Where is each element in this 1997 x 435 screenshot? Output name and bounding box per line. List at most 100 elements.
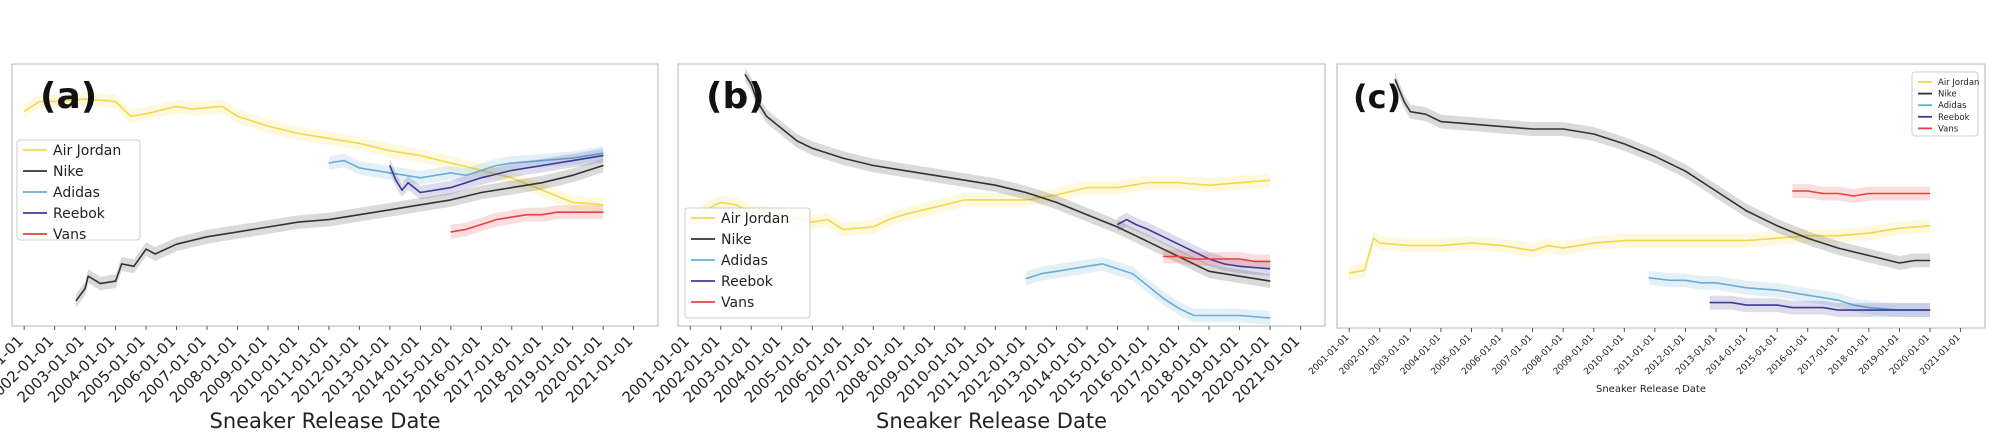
data-point [1126,219,1128,221]
data-point [1623,143,1625,145]
data-point [811,147,813,149]
data-point [602,164,604,167]
data-point [750,83,752,85]
x-axis-label: Sneaker Release Date [876,409,1107,433]
data-point [297,132,299,135]
data-point [1238,314,1241,317]
plot-area [689,67,1271,325]
data-point [1853,304,1855,306]
data-point [115,100,117,103]
data-point [933,206,936,208]
data-point [1929,225,1931,227]
legend-entry: Air Jordan [721,211,789,227]
legend-entry: Reebok [53,206,106,222]
data-point [1147,285,1149,287]
data-point [87,275,89,277]
data-point [1898,262,1900,264]
data-point [872,164,874,167]
data-point [419,177,421,179]
data-point [1715,282,1717,284]
data-point [1055,201,1057,203]
data-point [1208,184,1210,186]
data-point [297,221,299,223]
data-point [1208,314,1210,317]
data-point [1269,260,1271,262]
data-point [1929,259,1931,262]
data-point [541,164,543,167]
data-point [1470,242,1473,244]
data-point [1669,279,1671,281]
data-point [328,137,330,139]
series-line-nike [1394,79,1930,264]
data-point [1116,187,1119,189]
data-point [1409,111,1411,113]
data-point [252,120,254,122]
data-point [1532,250,1534,252]
data-point [84,98,86,100]
data-point [38,100,41,103]
data-point [1501,245,1503,247]
data-point [450,231,452,233]
data-point [572,174,574,176]
data-point [781,128,783,130]
data-point [389,209,391,211]
data-point [1071,268,1073,270]
data-point [1025,199,1027,201]
data-point [1238,258,1241,260]
data-point [1914,192,1916,195]
data-point [1593,242,1595,244]
data-point [1562,128,1564,130]
data-point [511,216,513,218]
data-point [1914,259,1916,262]
data-point [1348,272,1350,274]
series-band-nike [76,158,604,308]
legend-entry: Reebok [721,274,774,290]
data-point [1162,236,1164,238]
data-point [1746,304,1748,306]
data-point [1868,307,1870,309]
data-point [1363,269,1366,271]
data-point [465,182,467,184]
data-point [964,199,966,201]
data-point [374,169,376,171]
data-point [1238,182,1241,184]
data-point [602,152,604,154]
data-point [1403,101,1405,103]
legend-entry: Adidas [721,253,768,269]
data-point [450,199,452,201]
data-point [54,100,56,103]
data-point [872,226,874,228]
legend-entry: Reebok [1938,113,1970,123]
data-point [1470,123,1473,125]
data-point [1822,297,1824,299]
data-point [1648,277,1650,279]
data-point [1409,245,1411,247]
data-point [236,115,239,117]
data-point [450,172,452,174]
data-point [903,169,905,171]
data-point [744,73,746,76]
panel-label: (a) [40,76,97,117]
data-point [358,142,360,144]
data-point [933,174,936,176]
data-point [99,283,101,285]
data-point [1700,282,1702,284]
data-point [175,105,178,107]
data-point [1715,240,1717,242]
plot-area [23,92,604,308]
data-point [130,115,132,117]
data-point [1147,182,1149,184]
data-point [602,204,604,206]
data-point [1116,223,1119,226]
data-point [121,263,123,265]
data-point [1208,258,1210,260]
legend-box [16,139,141,241]
data-point [541,182,543,184]
series-line-adidas [1648,277,1930,311]
series-line-vans [1163,255,1271,263]
data-point [1440,245,1442,247]
series-band-air-jordan [1349,218,1930,280]
data-point [413,187,415,189]
data-point [267,226,269,228]
